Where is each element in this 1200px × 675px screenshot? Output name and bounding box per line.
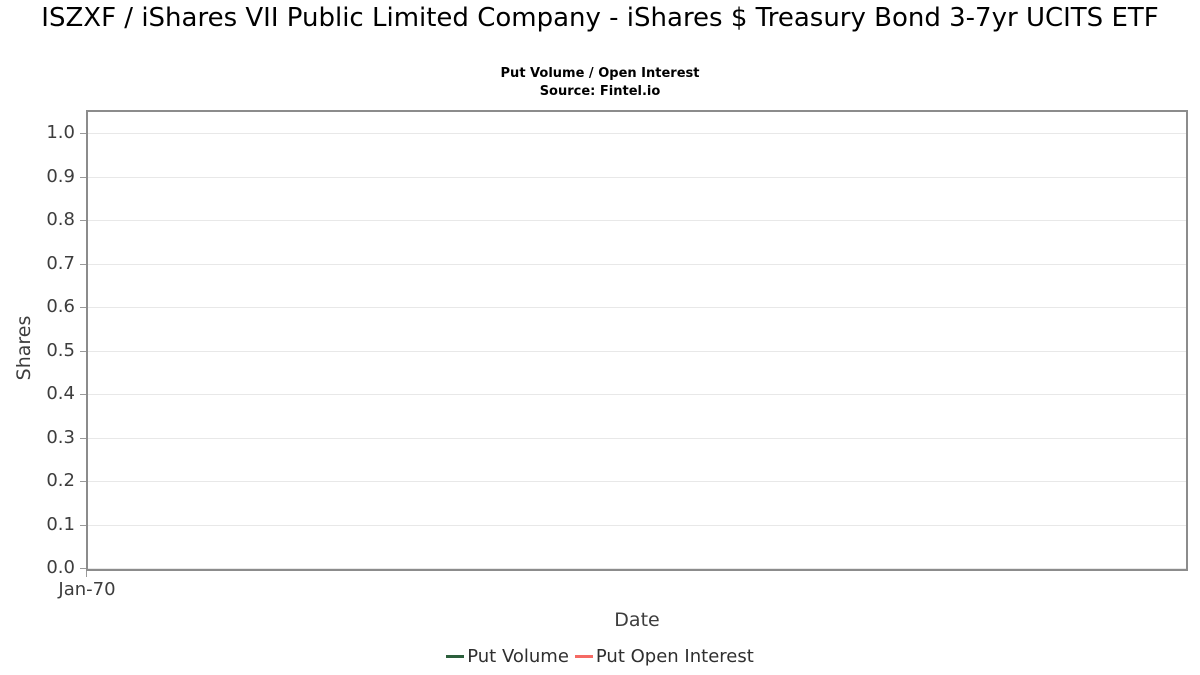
y-axis-tick-mark bbox=[80, 437, 86, 439]
y-gridline bbox=[88, 350, 1186, 352]
y-gridline bbox=[88, 307, 1186, 308]
x-axis-title: Date bbox=[614, 609, 660, 631]
y-gridline bbox=[88, 481, 1186, 482]
y-axis-tick-label: 0.2 bbox=[46, 470, 75, 491]
y-gridline bbox=[88, 524, 1186, 526]
legend-line-swatch-icon bbox=[446, 655, 465, 658]
plot-area bbox=[86, 110, 1188, 571]
y-axis-tick-label: 0.1 bbox=[46, 513, 75, 535]
y-axis-tick-label: 0.7 bbox=[46, 252, 75, 274]
legend-item: Put Volume bbox=[446, 646, 569, 667]
y-axis-tick-mark bbox=[80, 307, 86, 308]
y-axis-tick-label: 0.8 bbox=[46, 209, 75, 230]
y-gridline bbox=[88, 568, 1186, 569]
y-axis-tick-mark bbox=[80, 481, 86, 482]
y-axis-tick-label: 0.0 bbox=[46, 557, 75, 578]
legend-item: Put Open Interest bbox=[574, 646, 754, 667]
y-axis-tick-label: 0.9 bbox=[46, 165, 75, 187]
y-axis-tick-label: 0.4 bbox=[46, 383, 75, 404]
y-gridline bbox=[88, 437, 1186, 439]
y-axis-tick-label: 0.6 bbox=[46, 296, 75, 317]
chart-title: ISZXF / iShares VII Public Limited Compa… bbox=[41, 3, 1159, 33]
x-axis-tick-mark bbox=[86, 571, 87, 577]
y-axis-tick-mark bbox=[80, 394, 86, 395]
legend-label: Put Open Interest bbox=[595, 646, 754, 667]
y-gridline bbox=[88, 133, 1186, 134]
chart-subtitle: Put Volume / Open Interest bbox=[500, 66, 700, 81]
y-axis-tick-mark bbox=[80, 133, 86, 134]
legend-label: Put Volume bbox=[467, 646, 569, 667]
chart-source-attribution: Source: Fintel.io bbox=[539, 84, 661, 99]
y-axis-tick-label: 1.0 bbox=[46, 122, 75, 143]
y-axis-tick-mark bbox=[80, 350, 86, 352]
y-gridline bbox=[88, 176, 1186, 178]
y-axis-tick-label: 0.3 bbox=[46, 426, 75, 448]
y-axis-tick-label: 0.5 bbox=[46, 339, 75, 361]
y-axis-tick-mark bbox=[80, 524, 86, 526]
y-gridline bbox=[88, 394, 1186, 395]
x-axis-tick-label: Jan-70 bbox=[58, 579, 116, 600]
y-gridline bbox=[88, 263, 1186, 265]
y-axis-tick-mark bbox=[80, 220, 86, 221]
y-axis-tick-mark bbox=[80, 263, 86, 265]
y-gridline bbox=[88, 220, 1186, 221]
legend: Put Volume Put Open Interest bbox=[0, 646, 1200, 667]
y-axis-tick-mark bbox=[80, 568, 86, 569]
legend-line-swatch-icon bbox=[574, 655, 593, 658]
y-axis-tick-mark bbox=[80, 176, 86, 178]
